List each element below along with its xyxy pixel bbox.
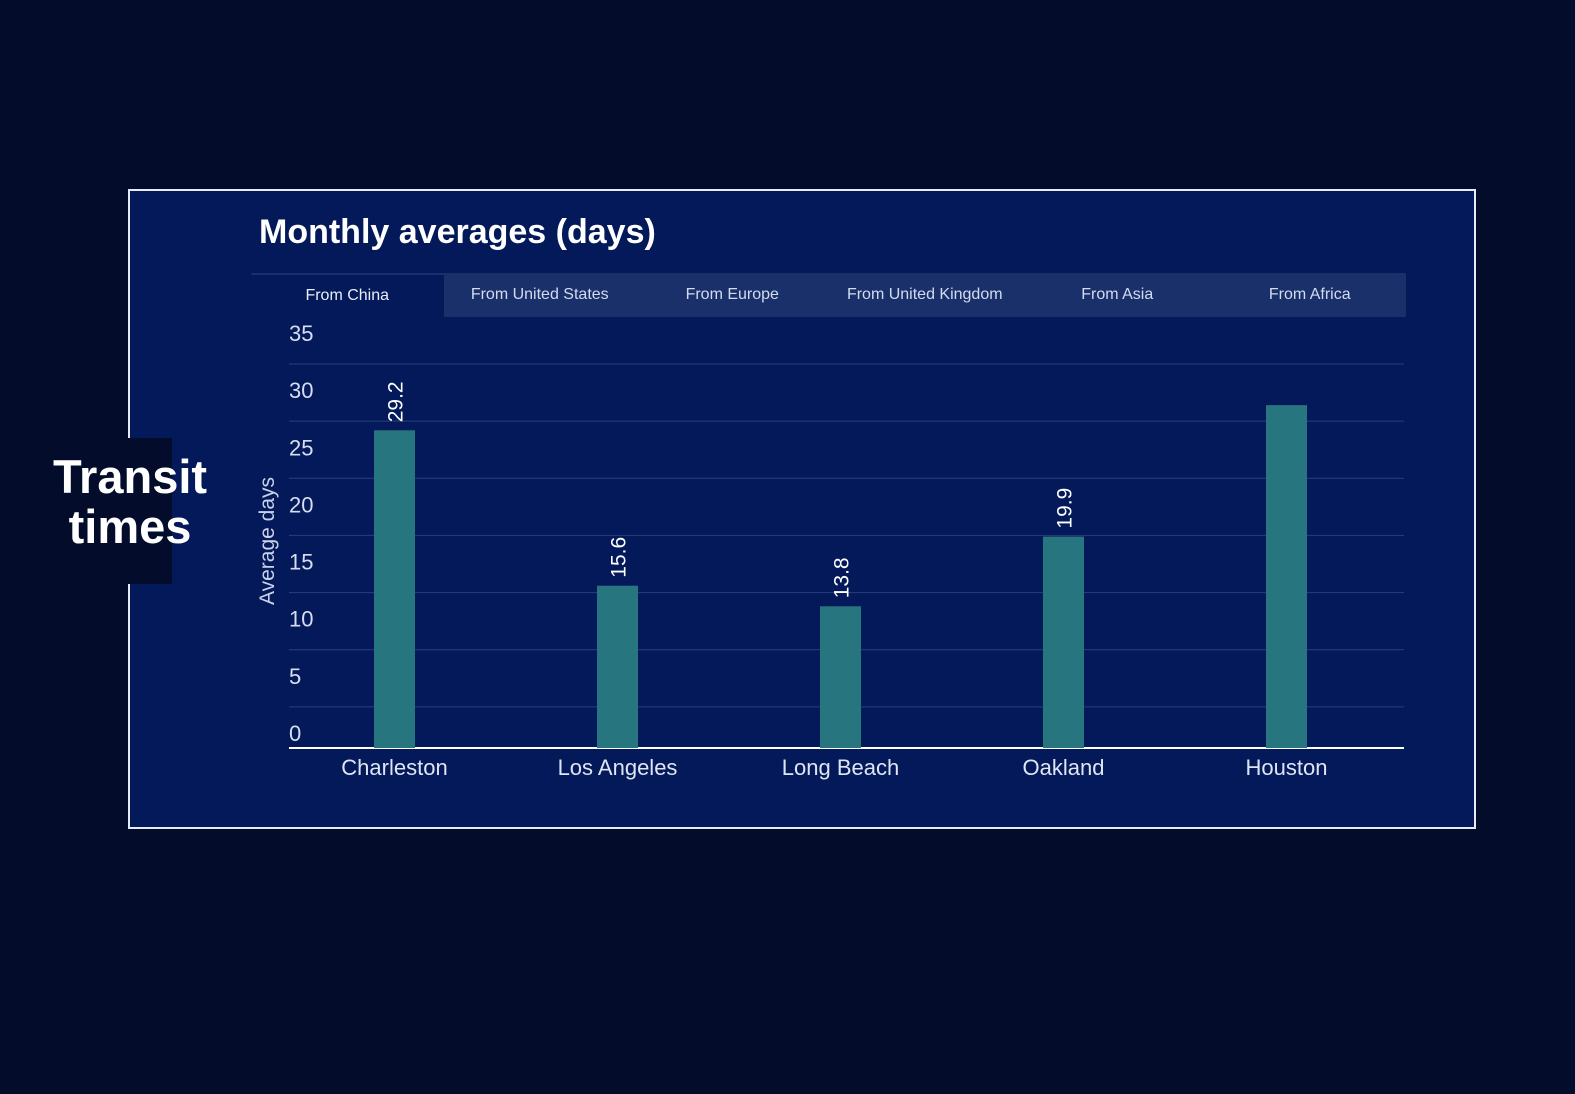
bar-charleston (374, 430, 415, 748)
origin-tabs: From China From United States From Europ… (251, 273, 1406, 317)
y-tick-label: 35 (289, 321, 313, 346)
tab-from-united-states[interactable]: From United States (470, 286, 609, 303)
data-label: 19.9 (1054, 488, 1077, 529)
x-tick-label: Los Angeles (558, 755, 678, 780)
chart-panel: Monthly averages (days) From China From … (128, 189, 1476, 829)
tab-from-europe[interactable]: From Europe (685, 286, 779, 303)
x-tick-label: Charleston (341, 755, 447, 780)
y-tick-label: 25 (289, 435, 313, 460)
tab-from-asia[interactable]: From Asia (1081, 286, 1154, 303)
y-tick-label: 15 (289, 550, 313, 575)
bar-houston (1266, 405, 1307, 748)
bar-long-beach (820, 606, 861, 748)
y-tick-label: 30 (289, 378, 313, 403)
section-title-background (44, 438, 172, 584)
section-title: Transit times (44, 438, 216, 584)
y-tick-label: 5 (289, 664, 301, 689)
y-tick-label: 0 (289, 721, 301, 746)
section-title-line-1: Transit (52, 450, 208, 503)
data-label: 13.8 (831, 557, 854, 598)
tab-from-united-kingdom[interactable]: From United Kingdom (846, 286, 1003, 303)
x-tick-label: Houston (1246, 755, 1328, 780)
x-tick-label: Oakland (1023, 755, 1105, 780)
y-tick-label: 10 (289, 607, 313, 632)
y-axis-title: Average days (256, 477, 279, 605)
y-tick-label: 20 (289, 492, 313, 517)
section-title-line-2: times (68, 500, 192, 553)
bar-los-angeles (597, 585, 638, 748)
tab-from-africa[interactable]: From Africa (1268, 286, 1351, 303)
data-label: 15.6 (608, 537, 631, 578)
panel-title: Monthly averages (days) (259, 213, 656, 251)
data-label: 29.2 (385, 381, 408, 422)
tab-from-china[interactable]: From China (251, 273, 444, 317)
bar-oakland (1043, 536, 1084, 748)
x-tick-label: Long Beach (782, 755, 899, 780)
